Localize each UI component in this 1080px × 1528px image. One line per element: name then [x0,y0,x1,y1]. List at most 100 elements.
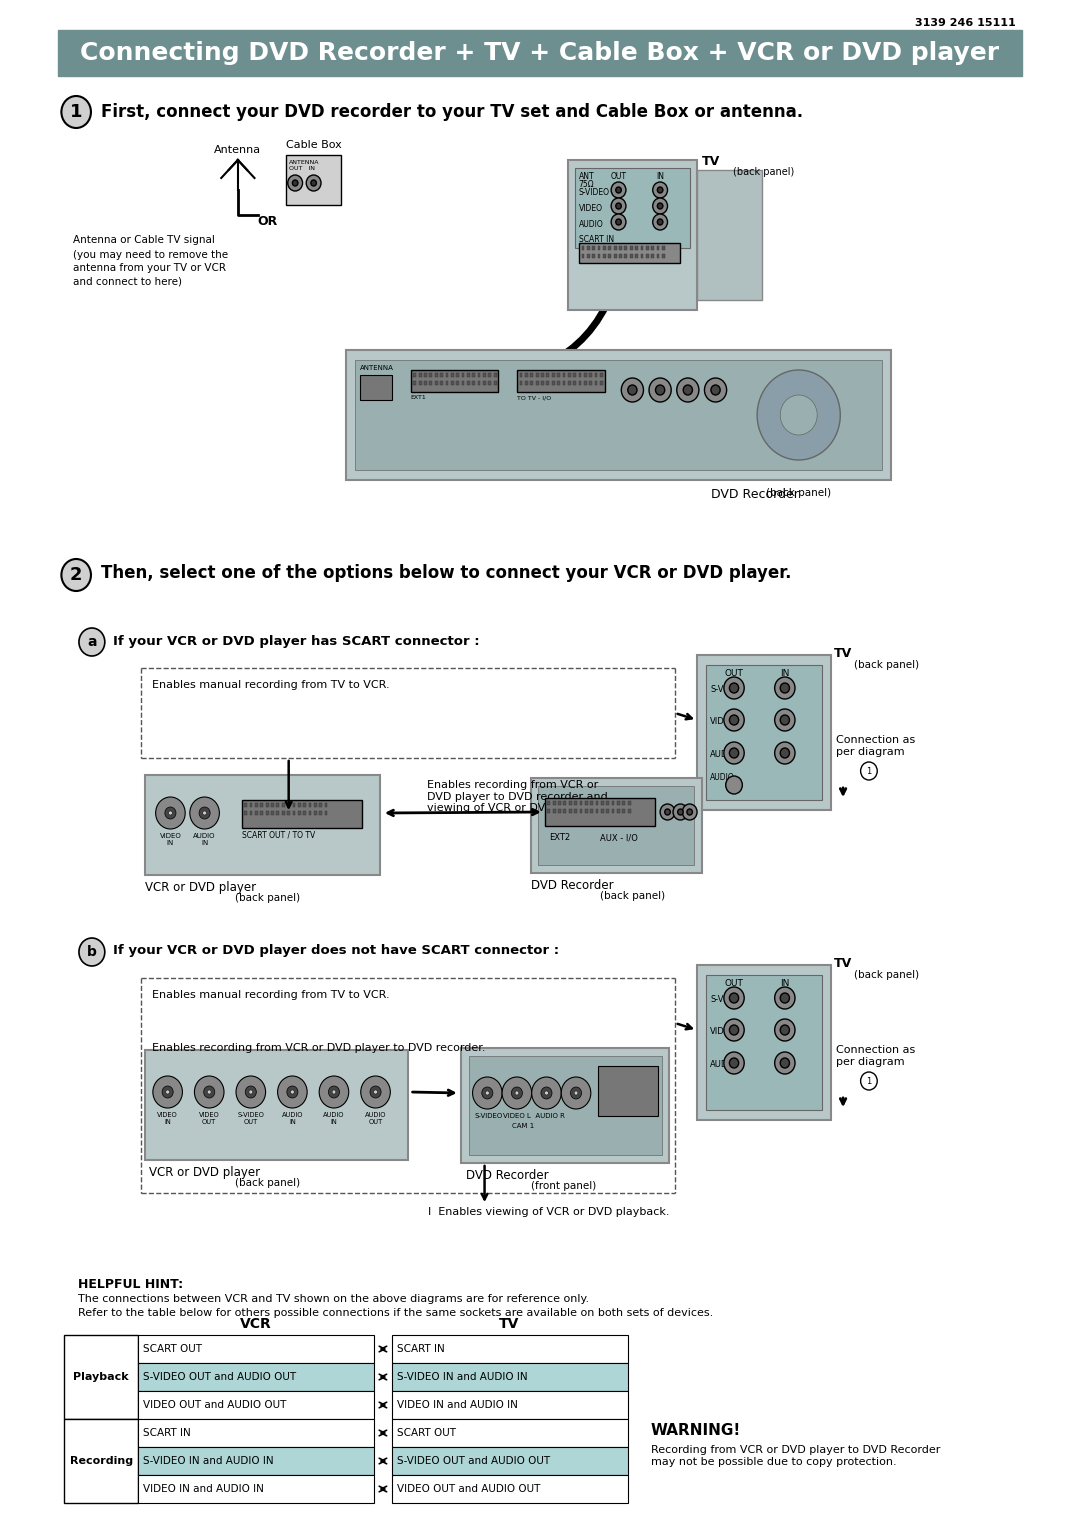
Text: AUDIO: AUDIO [579,220,604,229]
Circle shape [162,1086,173,1099]
Bar [303,804,306,807]
Bar [320,811,322,814]
Circle shape [245,1086,256,1099]
Text: AUDIO
IN: AUDIO IN [323,1112,345,1125]
Text: VIDEO: VIDEO [710,1027,737,1036]
Text: b: b [87,944,97,960]
Bar [603,246,606,251]
Bar [298,811,300,814]
Circle shape [780,715,789,724]
Bar [611,801,615,805]
Text: SCART OUT / TO TV: SCART OUT / TO TV [242,830,314,839]
Circle shape [575,1091,578,1096]
Text: Cable Box: Cable Box [286,141,341,150]
Text: First, connect your DVD recorder to your TV set and Cable Box or antenna.: First, connect your DVD recorder to your… [102,102,804,121]
Bar [569,801,571,805]
Bar [293,811,295,814]
Bar [611,808,615,813]
Bar [419,380,421,385]
Bar [314,804,316,807]
Bar [494,380,497,385]
Bar [451,380,454,385]
Bar [622,808,625,813]
Circle shape [541,1086,552,1099]
Bar [617,801,620,805]
Circle shape [204,1086,215,1099]
Circle shape [658,186,663,193]
Bar [355,361,882,471]
Circle shape [711,385,720,396]
Bar [657,246,660,251]
Text: (back panel): (back panel) [854,970,919,979]
Bar [591,801,593,805]
Bar [622,801,625,805]
Bar [392,1390,627,1420]
Bar [596,808,598,813]
Circle shape [291,1089,294,1094]
Bar [276,804,280,807]
Bar [563,380,565,385]
Circle shape [611,199,626,214]
Circle shape [473,1077,502,1109]
Circle shape [611,182,626,199]
Bar [646,246,649,251]
Bar [635,254,638,258]
Bar [697,966,831,1120]
Bar [477,373,481,377]
Circle shape [627,385,637,396]
Text: OUT: OUT [725,669,743,678]
Bar [662,246,664,251]
Text: (you may need to remove the: (you may need to remove the [73,251,229,260]
Text: antenna from your TV or VCR: antenna from your TV or VCR [73,263,227,274]
Bar [600,808,604,813]
Bar [586,254,590,258]
Text: AUDIO
IN: AUDIO IN [193,833,216,847]
Bar [590,380,592,385]
Text: If your VCR or DVD player has SCART connector :: If your VCR or DVD player has SCART conn… [113,636,480,648]
Bar [488,373,491,377]
Circle shape [704,377,727,402]
Bar [575,808,577,813]
Bar [488,380,491,385]
Circle shape [677,808,684,814]
Bar [619,246,622,251]
Text: Playback: Playback [73,1372,129,1381]
Text: 75Ω: 75Ω [579,180,594,189]
Text: ANTENNA: ANTENNA [288,160,320,165]
Bar [244,804,247,807]
Bar [472,380,475,385]
Text: Enables manual recording from TV to VCR.: Enables manual recording from TV to VCR. [152,680,390,691]
Text: SCART IN: SCART IN [579,235,613,244]
Bar [325,804,327,807]
Text: DVD Recorder: DVD Recorder [711,487,799,501]
Text: S-VIDEO IN and AUDIO IN: S-VIDEO IN and AUDIO IN [396,1372,527,1381]
Bar [249,804,253,807]
Bar [597,246,600,251]
Text: (back panel): (back panel) [854,660,919,669]
Text: AUDIO: AUDIO [710,773,734,782]
Bar [286,154,341,205]
Text: Recording: Recording [69,1456,133,1465]
Circle shape [660,804,675,821]
Circle shape [166,1089,170,1094]
Circle shape [658,203,663,209]
Text: 3139 246 15111: 3139 246 15111 [915,18,1016,28]
Bar [424,373,427,377]
Bar [581,246,584,251]
Circle shape [729,1057,739,1068]
Circle shape [724,709,744,730]
Bar [138,1475,374,1504]
Circle shape [861,1073,877,1089]
Text: The connections between VCR and TV shown on the above diagrams are for reference: The connections between VCR and TV shown… [78,1294,590,1303]
Circle shape [621,377,644,402]
Text: VIDEO: VIDEO [710,717,737,726]
Bar [564,808,566,813]
Bar [573,380,576,385]
Circle shape [194,1076,224,1108]
Text: WARNING!: WARNING! [651,1423,741,1438]
Circle shape [664,808,671,814]
Bar [600,380,603,385]
Text: Recording from VCR or DVD player to DVD Recorder
may not be possible due to copy: Recording from VCR or DVD player to DVD … [651,1445,941,1467]
Bar [598,1067,659,1115]
Circle shape [774,709,795,730]
